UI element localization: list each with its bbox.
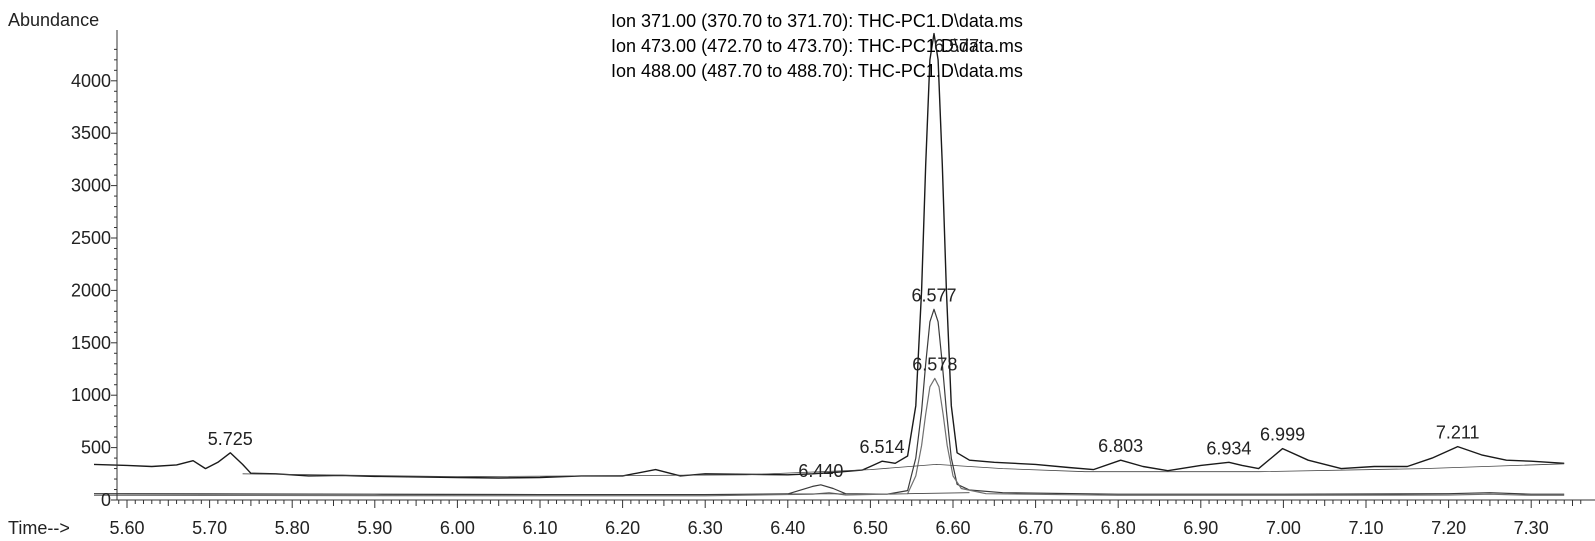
x-tick-label: 6.60 <box>935 518 970 538</box>
x-tick-label: 6.20 <box>605 518 640 538</box>
peak-label: 6.514 <box>859 437 904 457</box>
overlap-peak-label: 6.577 <box>934 36 979 56</box>
x-tick-label: 6.00 <box>440 518 475 538</box>
y-tick-label: 2000 <box>71 280 111 300</box>
trace-ion-488-00 <box>93 377 1565 497</box>
y-tick-label: 0 <box>101 490 111 510</box>
x-tick-label: 6.70 <box>1018 518 1053 538</box>
y-ticks-group: 0 500 1000 1500 2000 2500 3000 3500 4000 <box>71 48 117 510</box>
x-tick-label: 7.10 <box>1348 518 1383 538</box>
x-tick-label: 7.30 <box>1514 518 1549 538</box>
x-tick-label: 6.80 <box>1101 518 1136 538</box>
y-tick-label: 3500 <box>71 123 111 143</box>
y-tick-label: 500 <box>81 438 111 458</box>
legend-ion-488: Ion 488.00 (487.70 to 488.70): THC-PC1.D… <box>611 61 1023 81</box>
x-tick-label: 7.20 <box>1431 518 1466 538</box>
x-tick-label: 6.50 <box>853 518 888 538</box>
x-tick-label: 5.80 <box>275 518 310 538</box>
legend-ion-473: Ion 473.00 (472.70 to 473.70): THC-PC1.D… <box>611 36 1023 56</box>
legend-ion-371: Ion 371.00 (370.70 to 371.70): THC-PC1.D… <box>611 11 1023 31</box>
x-tick-label: 5.90 <box>357 518 392 538</box>
traces-group <box>93 32 1565 497</box>
peak-label: 5.725 <box>208 429 253 449</box>
peak-label: 6.578 <box>912 354 957 374</box>
integration-baseline-1 <box>242 463 1565 478</box>
legend: Ion 371.00 (370.70 to 371.70): THC-PC1.D… <box>611 11 1023 81</box>
peak-label: 7.211 <box>1436 423 1480 443</box>
y-axis-label: Abundance <box>8 10 99 30</box>
peak-label: 6.803 <box>1098 436 1143 456</box>
trace-ion-473-00 <box>93 308 1565 496</box>
integration-baseline-3 <box>907 492 970 495</box>
peak-label: 6.999 <box>1260 425 1305 445</box>
y-tick-label: 1500 <box>71 333 111 353</box>
x-axis-label: Time--> <box>8 518 70 538</box>
x-tick-label: 7.00 <box>1266 518 1301 538</box>
y-tick-label: 1000 <box>71 385 111 405</box>
x-tick-label: 6.40 <box>770 518 805 538</box>
peak-label: 6.934 <box>1206 438 1251 458</box>
y-tick-label: 4000 <box>71 71 111 91</box>
baselines-group <box>242 463 1565 495</box>
trace-ion-371-00 <box>93 32 1565 479</box>
x-tick-label: 6.10 <box>522 518 557 538</box>
peak-label: 6.440 <box>798 461 843 481</box>
peak-label: 6.577 <box>911 285 956 305</box>
x-tick-label: 5.70 <box>192 518 227 538</box>
y-tick-label: 3000 <box>71 176 111 196</box>
peak-labels-group: 5.725 6.440 6.514 6.577 6.578 6.803 6.934 6.999… <box>208 285 1480 481</box>
x-ticks-group: 5.60 5.70 5.80 5.90 6.00 6.10 6.20 6.30 6.40 6.50… <box>109 500 1582 538</box>
y-tick-label: 2500 <box>71 228 111 248</box>
x-tick-label: 5.60 <box>109 518 144 538</box>
x-tick-label: 6.30 <box>688 518 723 538</box>
x-tick-label: 6.90 <box>1183 518 1218 538</box>
